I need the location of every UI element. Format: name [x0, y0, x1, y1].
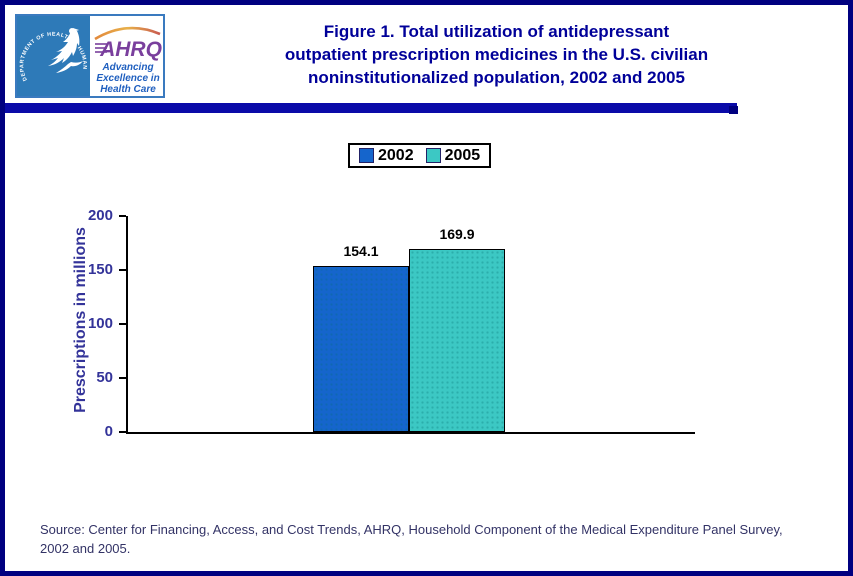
source-note-line2: 2002 and 2005. — [40, 541, 131, 556]
bar-2002 — [313, 266, 409, 432]
y-axis-tick-label: 50 — [96, 369, 113, 386]
y-axis-tick-label: 0 — [104, 423, 113, 440]
source-note-line1: Source: Center for Financing, Access, an… — [40, 522, 783, 537]
ahrq-tagline-line2: Excellence in — [96, 73, 159, 84]
figure-title-line1: Figure 1. Total utilization of antidepre… — [323, 22, 670, 41]
legend-swatch-icon — [425, 148, 441, 163]
y-axis-tick — [119, 215, 126, 217]
legend-item-2005: 2005 — [425, 146, 481, 165]
bar-value-label-2005: 169.9 — [439, 226, 475, 242]
legend-swatch-icon — [359, 148, 374, 163]
hhs-seal-background — [17, 16, 90, 96]
figure-title-line3: noninstitutionalized population, 2002 an… — [308, 68, 685, 87]
header-divider-bar-cap — [729, 106, 738, 114]
hhs-eagle-icon — [48, 28, 83, 73]
y-axis-tick-label: 200 — [87, 207, 113, 224]
y-axis-tick-label: 100 — [87, 315, 113, 332]
ahrq-speed-lines-icon — [95, 43, 107, 53]
y-axis-tick — [119, 269, 126, 271]
y-axis-tick-label: 150 — [87, 261, 113, 278]
y-axis-tick — [119, 377, 126, 379]
legend-label: 2002 — [378, 146, 414, 164]
ahrq-wordmark: AHRQ — [99, 38, 162, 61]
figure-title-line2: outpatient prescription medicines in the… — [284, 45, 709, 64]
ahrq-tagline-line3: Health Care — [100, 84, 156, 95]
legend: 2002 2005 — [348, 143, 492, 168]
y-axis-tick — [119, 323, 126, 325]
figure-title: Figure 1. Total utilization of antidepre… — [170, 20, 823, 89]
bar-value-label-2002: 154.1 — [343, 243, 379, 259]
legend-item-2002: 2002 — [359, 147, 414, 165]
plot-area: 0 50 100 150 200 154.1 169.9 — [88, 207, 695, 440]
source-note: Source: Center for Financing, Access, an… — [40, 520, 828, 558]
header-divider-bar — [5, 103, 737, 113]
y-axis-tick — [119, 431, 126, 433]
bar-2005 — [409, 249, 505, 432]
rainbow-arc-icon — [94, 26, 161, 41]
ahrq-tagline-line1: Advancing — [101, 62, 153, 73]
legend-label: 2005 — [444, 146, 481, 164]
